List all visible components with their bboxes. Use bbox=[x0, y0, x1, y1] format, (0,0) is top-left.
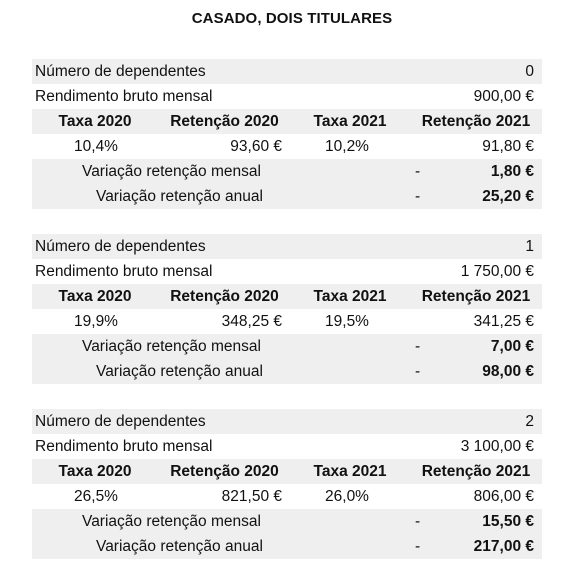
variacao-mensal-label: Variação retenção mensal bbox=[82, 338, 261, 355]
taxa-2021-value: 10,2% bbox=[325, 138, 369, 155]
variacao-mensal-value: 7,00 € bbox=[490, 338, 534, 355]
row-variacao-mensal: Variação retenção mensal - 1,80 € bbox=[32, 159, 542, 184]
dependentes-value: 1 bbox=[525, 238, 534, 255]
header-retencao-2020: Retenção 2020 bbox=[170, 288, 279, 305]
header-row: Taxa 2020 Retenção 2020 Taxa 2021 Retenç… bbox=[32, 109, 542, 134]
values-row: 10,4% 93,60 € 10,2% 91,80 € bbox=[32, 134, 542, 159]
dependentes-value: 2 bbox=[525, 413, 534, 430]
taxa-2020-value: 26,5% bbox=[74, 488, 118, 505]
header-taxa-2021: Taxa 2021 bbox=[313, 288, 387, 305]
variacao-mensal-label: Variação retenção mensal bbox=[82, 513, 261, 530]
variacao-anual-label: Variação retenção anual bbox=[96, 188, 263, 205]
header-taxa-2021: Taxa 2021 bbox=[313, 113, 387, 130]
header-retencao-2021: Retenção 2021 bbox=[421, 288, 531, 305]
table-block-0: Número de dependentes 0 Rendimento bruto… bbox=[32, 59, 542, 209]
header-retencao-2021: Retenção 2021 bbox=[421, 463, 531, 480]
row-variacao-mensal: Variação retenção mensal - 15,50 € bbox=[32, 509, 542, 534]
header-retencao-2020: Retenção 2020 bbox=[170, 463, 279, 480]
header-taxa-2020: Taxa 2020 bbox=[58, 113, 132, 130]
row-rendimento: Rendimento bruto mensal 900,00 € bbox=[32, 84, 542, 109]
values-row: 19,9% 348,25 € 19,5% 341,25 € bbox=[32, 309, 542, 334]
retencao-2020-value: 821,50 € bbox=[221, 488, 282, 505]
page-title: CASADO, DOIS TITULARES bbox=[191, 10, 393, 27]
variacao-anual-value: 217,00 € bbox=[473, 538, 534, 555]
row-variacao-anual: Variação retenção anual - 98,00 € bbox=[32, 359, 542, 384]
row-dependentes: Número de dependentes 1 bbox=[32, 234, 542, 259]
row-dependentes: Número de dependentes 0 bbox=[32, 59, 542, 84]
header-row: Taxa 2020 Retenção 2020 Taxa 2021 Retenç… bbox=[32, 459, 542, 484]
variacao-anual-dash: - bbox=[415, 188, 421, 205]
dependentes-value: 0 bbox=[525, 63, 534, 80]
header-row: Taxa 2020 Retenção 2020 Taxa 2021 Retenç… bbox=[32, 284, 542, 309]
rendimento-label: Rendimento bruto mensal bbox=[35, 263, 213, 280]
variacao-anual-value: 25,20 € bbox=[482, 188, 534, 205]
dependentes-label: Número de dependentes bbox=[35, 413, 206, 430]
rendimento-label: Rendimento bruto mensal bbox=[35, 438, 213, 455]
rendimento-value: 1 750,00 € bbox=[460, 263, 534, 280]
variacao-anual-label: Variação retenção anual bbox=[96, 363, 263, 380]
variacao-mensal-label: Variação retenção mensal bbox=[82, 163, 261, 180]
row-rendimento: Rendimento bruto mensal 3 100,00 € bbox=[32, 434, 542, 459]
row-dependentes: Número de dependentes 2 bbox=[32, 409, 542, 434]
variacao-mensal-value: 15,50 € bbox=[482, 513, 534, 530]
row-rendimento: Rendimento bruto mensal 1 750,00 € bbox=[32, 259, 542, 284]
variacao-anual-dash: - bbox=[415, 538, 421, 555]
variacao-mensal-dash: - bbox=[415, 163, 421, 180]
rendimento-label: Rendimento bruto mensal bbox=[35, 88, 213, 105]
rendimento-value: 900,00 € bbox=[473, 88, 534, 105]
table-block-2: Número de dependentes 2 Rendimento bruto… bbox=[32, 409, 542, 559]
retencao-2021-value: 91,80 € bbox=[482, 138, 534, 155]
row-variacao-mensal: Variação retenção mensal - 7,00 € bbox=[32, 334, 542, 359]
taxa-2020-value: 10,4% bbox=[74, 138, 118, 155]
row-variacao-anual: Variação retenção anual - 217,00 € bbox=[32, 534, 542, 559]
retencao-2020-value: 348,25 € bbox=[221, 313, 282, 330]
variacao-anual-label: Variação retenção anual bbox=[96, 538, 263, 555]
retencao-2021-value: 806,00 € bbox=[473, 488, 534, 505]
taxa-2021-value: 19,5% bbox=[325, 313, 369, 330]
variacao-mensal-value: 1,80 € bbox=[490, 163, 534, 180]
row-variacao-anual: Variação retenção anual - 25,20 € bbox=[32, 184, 542, 209]
variacao-anual-value: 98,00 € bbox=[482, 363, 534, 380]
header-retencao-2020: Retenção 2020 bbox=[170, 113, 279, 130]
rendimento-value: 3 100,00 € bbox=[460, 438, 534, 455]
variacao-mensal-dash: - bbox=[415, 513, 421, 530]
retencao-2021-value: 341,25 € bbox=[473, 313, 534, 330]
taxa-2020-value: 19,9% bbox=[74, 313, 118, 330]
header-retencao-2021: Retenção 2021 bbox=[421, 113, 531, 130]
dependentes-label: Número de dependentes bbox=[35, 63, 206, 80]
dependentes-label: Número de dependentes bbox=[35, 238, 206, 255]
taxa-2021-value: 26,0% bbox=[325, 488, 369, 505]
table-block-1: Número de dependentes 1 Rendimento bruto… bbox=[32, 234, 542, 384]
header-taxa-2020: Taxa 2020 bbox=[58, 463, 132, 480]
values-row: 26,5% 821,50 € 26,0% 806,00 € bbox=[32, 484, 542, 509]
retencao-2020-value: 93,60 € bbox=[230, 138, 282, 155]
header-taxa-2020: Taxa 2020 bbox=[58, 288, 132, 305]
variacao-anual-dash: - bbox=[415, 363, 421, 380]
header-taxa-2021: Taxa 2021 bbox=[313, 463, 387, 480]
variacao-mensal-dash: - bbox=[415, 338, 421, 355]
